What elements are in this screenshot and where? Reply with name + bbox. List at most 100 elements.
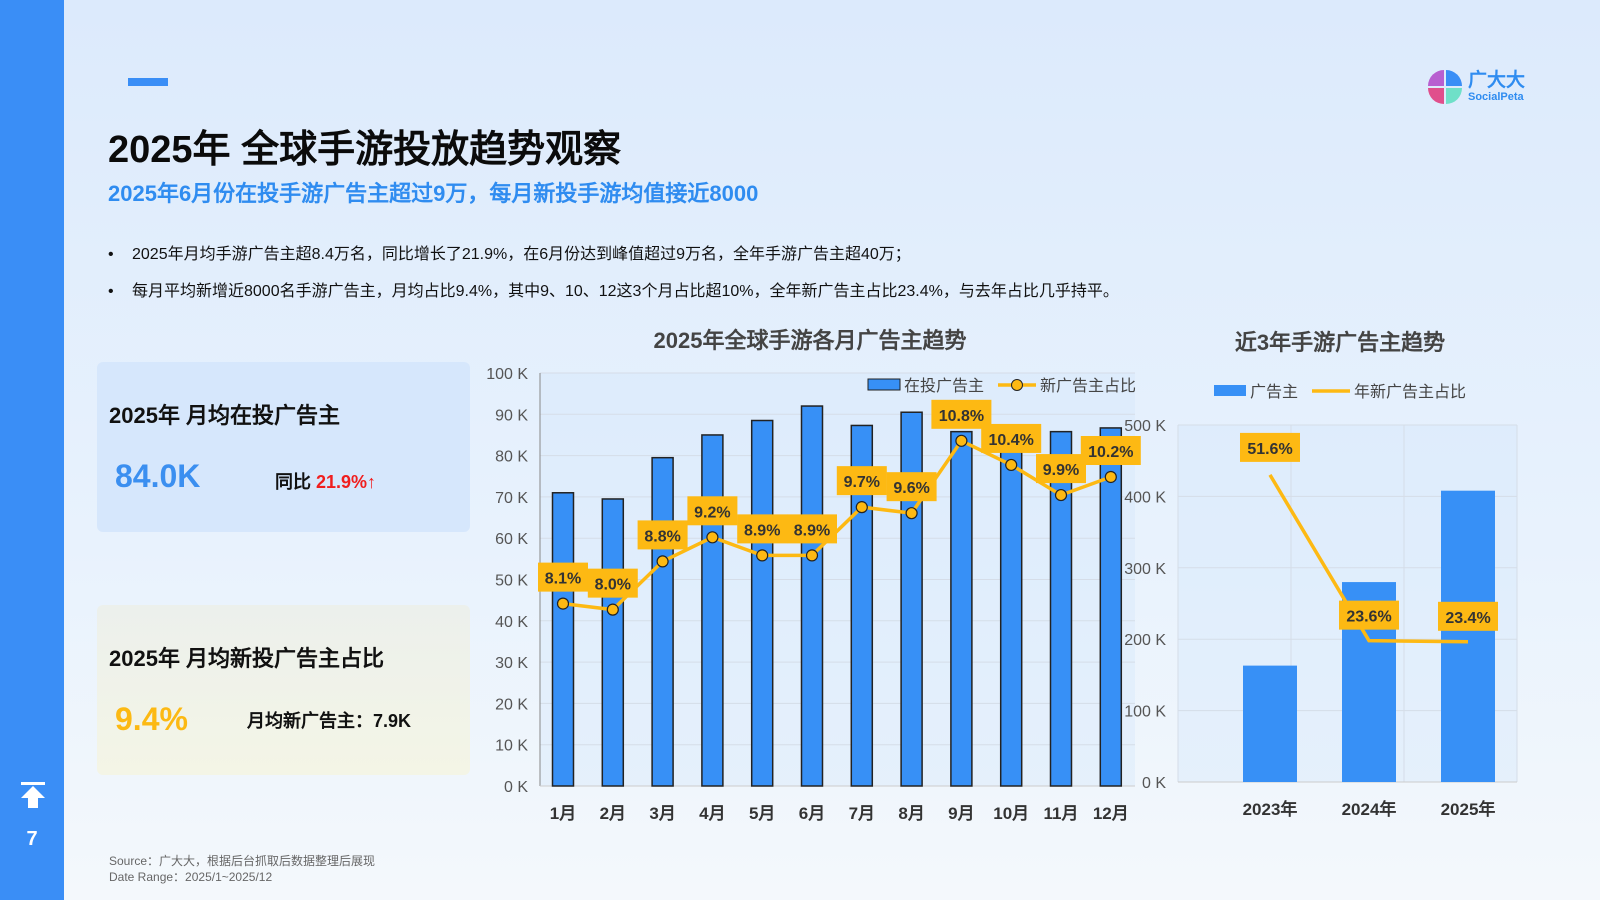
data-label-box bbox=[1438, 601, 1498, 631]
y-tick-label: 500 K bbox=[1124, 418, 1166, 435]
x-tick-label: 3月 bbox=[649, 804, 675, 823]
y-tick-label: 50 K bbox=[495, 573, 528, 590]
bar bbox=[601, 498, 625, 787]
date-range-note: Date Range：2025/1~2025/12 bbox=[109, 870, 273, 884]
y-tick-label: 20 K bbox=[495, 696, 528, 713]
y-tick-label: 80 K bbox=[495, 449, 528, 466]
data-label-box bbox=[538, 562, 588, 592]
bar bbox=[551, 492, 575, 787]
x-tick-label: 7月 bbox=[849, 804, 875, 823]
legend-swatch-bar bbox=[1214, 385, 1246, 396]
y-tick-label: 0 K bbox=[504, 779, 528, 796]
line-point bbox=[805, 549, 819, 562]
x-tick-label: 5月 bbox=[749, 804, 775, 823]
bullet-item: • 每月平均新增近8000名手游广告主，月均占比9.4%，其中9、10、12这3个… bbox=[108, 277, 1119, 301]
yoy-value: 21.9%↑ bbox=[316, 472, 377, 492]
bar bbox=[950, 430, 973, 787]
y-tick-label: 90 K bbox=[495, 407, 528, 424]
x-tick-label: 11月 bbox=[1044, 804, 1079, 823]
data-label: 9.6% bbox=[893, 480, 929, 497]
legend-label: 年新广告主占比 bbox=[1354, 383, 1466, 401]
y-tick-label: 0 K bbox=[1142, 775, 1166, 792]
series-line bbox=[1268, 473, 1469, 644]
y-tick-label: 100 K bbox=[486, 366, 528, 383]
legend-swatch-bar bbox=[867, 378, 901, 391]
data-label-box bbox=[886, 472, 937, 502]
x-tick-label: 2024年 bbox=[1342, 799, 1397, 819]
y-tick-label: 60 K bbox=[495, 531, 528, 548]
line-point bbox=[556, 597, 570, 610]
data-label: 9.9% bbox=[1043, 462, 1079, 479]
new-advertisers-card: 2025年 月均新投广告主占比 9.4% 月均新广告主：7.9K bbox=[97, 605, 470, 775]
monthly-advertisers-card: 2025年 月均在投广告主 84.0K 同比 21.9%↑ bbox=[97, 362, 470, 532]
line-point bbox=[756, 549, 769, 562]
line-point bbox=[606, 603, 619, 616]
card-value: 9.4% bbox=[115, 701, 188, 737]
data-label-box bbox=[1240, 432, 1300, 462]
data-label-box bbox=[1339, 600, 1399, 630]
bar bbox=[999, 425, 1023, 787]
legend-label: 在投广告主 bbox=[904, 377, 984, 395]
bar bbox=[1243, 665, 1297, 782]
y-tick-label: 100 K bbox=[1124, 704, 1166, 721]
logo-icon bbox=[1428, 70, 1462, 104]
page-title: 2025年 全球手游投放趋势观察 bbox=[108, 129, 622, 171]
title-accent-bar bbox=[128, 78, 168, 86]
bar bbox=[800, 405, 824, 787]
bar bbox=[750, 419, 774, 787]
bullet-dot: • bbox=[108, 283, 114, 300]
bullet-dot: • bbox=[108, 246, 114, 263]
data-label-box bbox=[981, 423, 1042, 453]
source-note: Source：广大大，根据后台抓取后数据整理后展现 bbox=[109, 854, 376, 868]
y-tick-label: 70 K bbox=[495, 490, 528, 507]
line-point bbox=[1005, 458, 1018, 472]
legend-label: 广告主 bbox=[1250, 383, 1298, 401]
line-point bbox=[905, 507, 918, 520]
x-tick-label: 2月 bbox=[600, 804, 626, 823]
y-tick-label: 30 K bbox=[495, 655, 528, 672]
logo: 广大大 SocialPeta bbox=[1428, 70, 1525, 104]
data-label: 8.0% bbox=[595, 577, 631, 594]
card-title: 2025年 月均在投广告主 bbox=[109, 403, 341, 428]
bar bbox=[651, 456, 674, 787]
yoy-label: 同比 bbox=[275, 472, 311, 492]
chart-title: 近3年手游广告主趋势 bbox=[1235, 330, 1445, 355]
bar bbox=[1099, 427, 1123, 787]
data-label-box bbox=[787, 514, 837, 544]
line-point bbox=[706, 531, 719, 544]
data-label-box bbox=[1080, 435, 1141, 465]
line-point bbox=[955, 434, 968, 447]
x-tick-label: 4月 bbox=[699, 804, 725, 823]
y-tick-label: 400 K bbox=[1124, 489, 1166, 506]
data-label: 51.6% bbox=[1247, 441, 1292, 458]
bar bbox=[900, 411, 923, 787]
data-label: 8.9% bbox=[744, 522, 780, 539]
data-label: 8.8% bbox=[644, 528, 680, 545]
y-tick-label: 300 K bbox=[1124, 561, 1166, 578]
data-label: 23.4% bbox=[1445, 610, 1490, 627]
data-label: 8.9% bbox=[794, 522, 830, 539]
x-tick-label: 2023年 bbox=[1243, 799, 1298, 819]
back-to-top-icon[interactable] bbox=[18, 780, 48, 810]
chart-title: 2025年全球手游各月广告主趋势 bbox=[654, 328, 967, 353]
y-tick-label: 10 K bbox=[495, 738, 528, 755]
x-tick-label: 10月 bbox=[993, 804, 1029, 823]
legend-label: 新广告主占比 bbox=[1040, 377, 1136, 395]
logo-en: SocialPeta bbox=[1468, 91, 1524, 103]
data-label: 23.6% bbox=[1346, 609, 1391, 626]
x-tick-label: 9月 bbox=[948, 804, 974, 823]
data-label: 9.2% bbox=[694, 504, 730, 521]
bar bbox=[850, 424, 874, 787]
logo-cn: 广大大 bbox=[1468, 70, 1526, 91]
line-point bbox=[855, 501, 868, 514]
y-tick-label: 200 K bbox=[1124, 632, 1166, 649]
data-label-box bbox=[587, 568, 638, 598]
page-subtitle: 2025年6月份在投手游广告主超过9万，每月新投手游均值接近8000 bbox=[108, 181, 759, 206]
data-label: 10.4% bbox=[989, 432, 1034, 449]
yoy: 同比 21.9%↑ bbox=[275, 468, 376, 494]
x-tick-label: 12月 bbox=[1093, 804, 1129, 823]
card-value: 84.0K bbox=[115, 458, 201, 494]
line-point bbox=[1054, 488, 1068, 502]
bar bbox=[1441, 490, 1495, 782]
